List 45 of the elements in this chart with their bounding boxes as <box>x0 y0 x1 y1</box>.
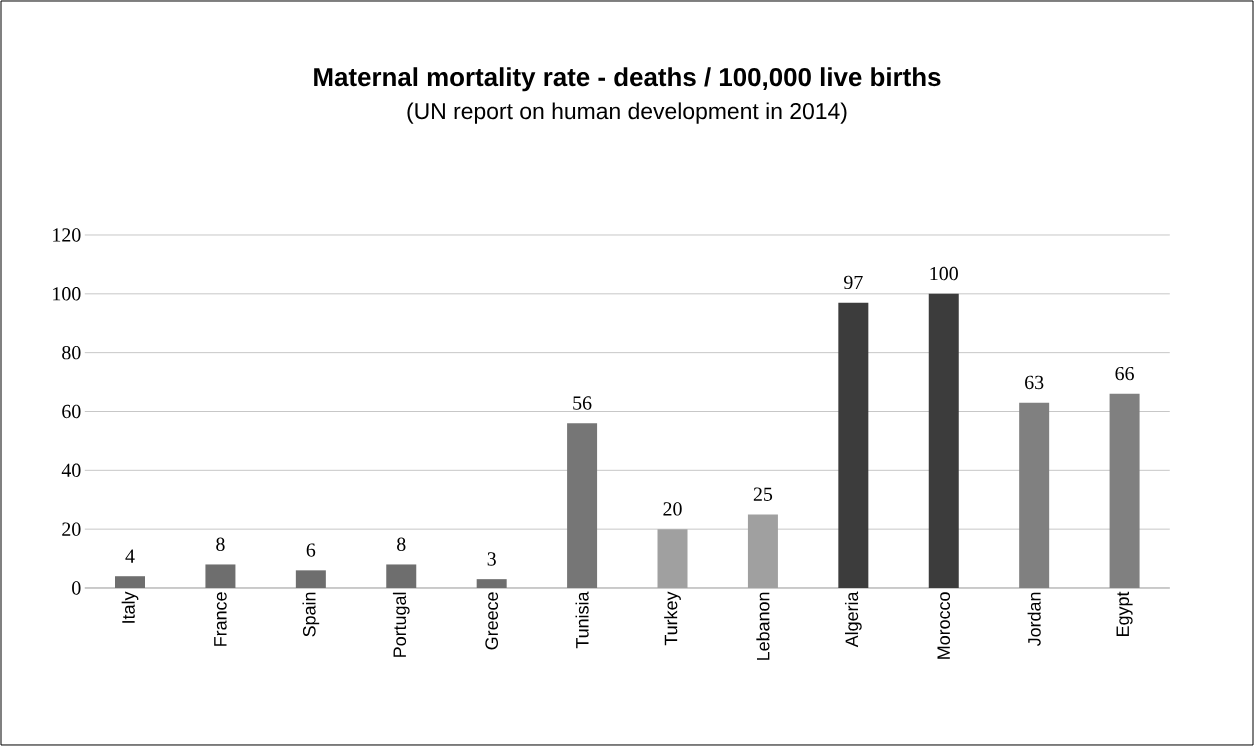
data-label: 97 <box>844 275 863 290</box>
data-label: 8 <box>216 537 225 551</box>
x-tick-label: Algeria <box>844 591 862 648</box>
x-tick-label: Tunisia <box>575 591 589 649</box>
y-tick-label: 60 <box>62 404 81 419</box>
bar <box>657 529 688 588</box>
x-tick-label: Jordan <box>1027 592 1041 647</box>
data-label: 20 <box>663 502 682 516</box>
x-tick-label: Morocco <box>937 592 951 659</box>
y-tick-label: 20 <box>62 522 81 536</box>
bar <box>928 293 959 588</box>
x-tick-label: Italy <box>121 591 139 623</box>
data-label: 25 <box>753 487 773 501</box>
bar <box>386 564 417 588</box>
bar <box>476 579 507 588</box>
bar <box>747 514 778 588</box>
bar <box>1019 402 1050 588</box>
data-label: 100 <box>930 266 958 281</box>
y-tick-label: 100 <box>53 287 81 301</box>
y-tick-label: 80 <box>62 345 81 360</box>
bar <box>295 570 326 588</box>
x-tick-label: Turkey <box>664 591 681 646</box>
bar <box>567 423 598 588</box>
data-label: 4 <box>125 549 135 563</box>
bar <box>205 564 236 588</box>
data-label: 63 <box>1025 375 1044 390</box>
y-tick-label: 120 <box>53 228 81 242</box>
y-tick-label: 40 <box>61 463 81 478</box>
bar <box>115 576 146 588</box>
data-label: 66 <box>1115 366 1134 381</box>
x-tick-label: France <box>214 592 227 646</box>
y-tick-label: 0 <box>72 581 81 595</box>
x-tick-label: Egypt <box>1116 591 1133 636</box>
data-label: 56 <box>573 396 592 410</box>
x-tick-label: Greece <box>485 592 499 650</box>
chart-title: Maternal mortality rate - deaths / 100,000 live births <box>314 67 941 92</box>
data-label: 8 <box>397 537 406 551</box>
chart-subtitle: (UN report on human development in 2014) <box>407 102 847 124</box>
bar <box>838 302 869 588</box>
x-tick-label: Spain <box>302 592 320 637</box>
bar <box>1109 393 1140 588</box>
data-label: 3 <box>487 552 496 566</box>
x-tick-label: Lebanon <box>756 592 770 660</box>
data-label: 6 <box>306 543 316 557</box>
x-tick-label: Portugal <box>392 592 410 657</box>
